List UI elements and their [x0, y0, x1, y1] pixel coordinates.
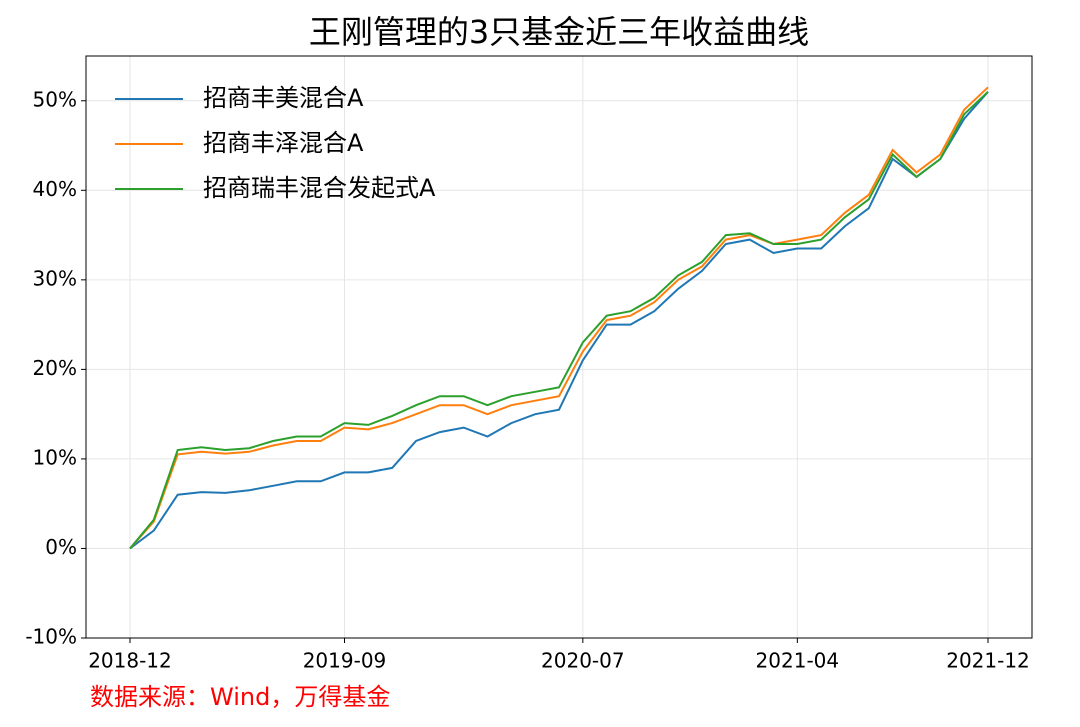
- source-note: 数据来源：Wind，万得基金: [90, 683, 390, 711]
- y-tick-label: 20%: [33, 356, 77, 380]
- x-tick-label: 2018-12: [88, 649, 172, 673]
- x-tick-label: 2021-12: [946, 649, 1030, 673]
- series-line: [129, 91, 989, 550]
- chart-title: 王刚管理的3只基金近三年收益曲线: [309, 13, 809, 51]
- legend-label: 招商丰美混合A: [203, 84, 364, 112]
- x-tick-label: 2019-09: [303, 649, 387, 673]
- y-tick-label: 30%: [33, 266, 77, 290]
- x-tick-label: 2021-04: [756, 649, 840, 673]
- x-tick-label: 2020-07: [541, 649, 625, 673]
- series-line: [129, 91, 989, 550]
- y-tick-label: 0%: [45, 535, 77, 559]
- legend-label: 招商瑞丰混合发起式A: [203, 174, 436, 202]
- y-tick-label: 40%: [33, 177, 77, 201]
- plot-frame: [85, 55, 1033, 639]
- y-tick-label: -10%: [25, 625, 77, 649]
- y-tick-label: 50%: [33, 87, 77, 111]
- y-tick-label: 10%: [33, 445, 77, 469]
- legend-label: 招商丰泽混合A: [203, 129, 364, 157]
- series-line: [129, 86, 989, 550]
